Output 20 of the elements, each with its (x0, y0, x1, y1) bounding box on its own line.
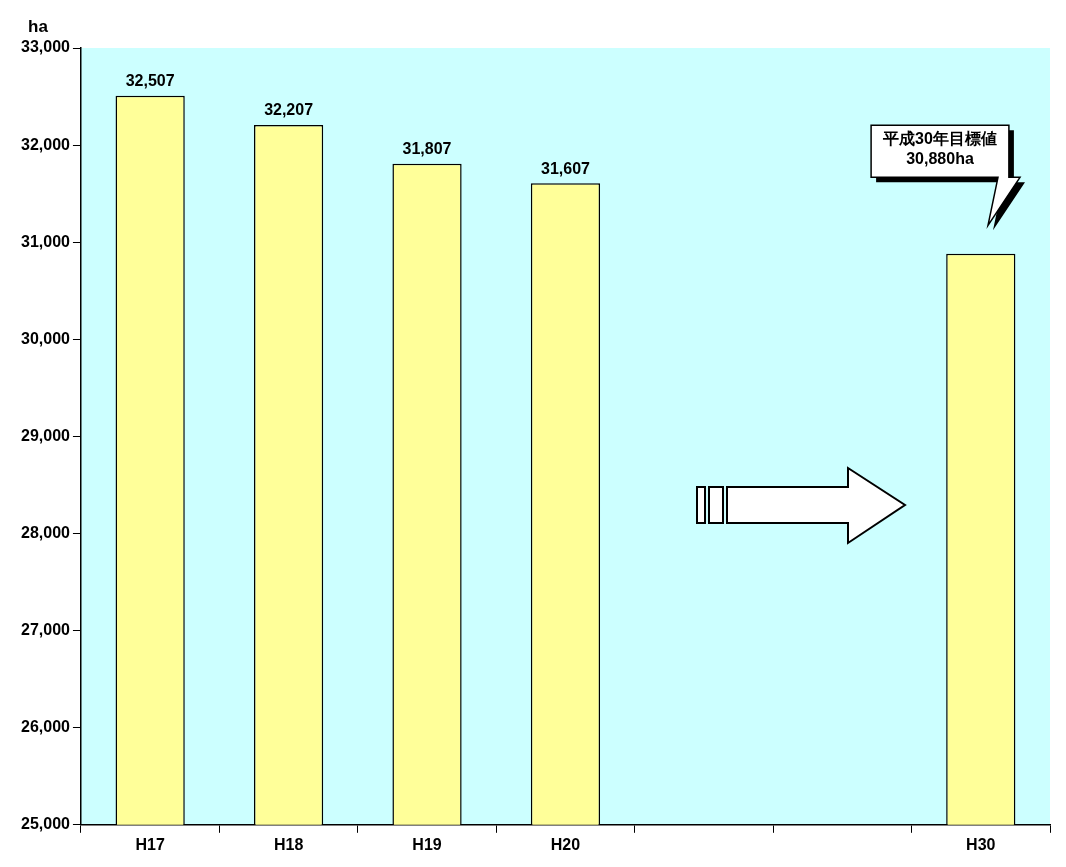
x-tick-label: H30 (966, 835, 996, 853)
data-label: 32,207 (264, 101, 314, 119)
x-tick-label: H20 (550, 835, 581, 853)
x-tick-label: H17 (135, 835, 165, 853)
y-tick-label: 25,000 (21, 815, 71, 833)
y-tick-label: 30,000 (21, 329, 71, 347)
x-tick-label: H19 (412, 835, 442, 853)
x-tick-label: H18 (273, 835, 304, 853)
y-tick-label: 28,000 (21, 523, 71, 541)
y-tick-label: 26,000 (21, 718, 71, 736)
y-tick-label: 29,000 (21, 426, 71, 444)
y-axis-title: ha (28, 17, 49, 37)
y-tick-label: 27,000 (21, 621, 71, 639)
data-label: 31,607 (541, 159, 591, 177)
annotation: 平成30年目標値 30,880ha (882, 129, 997, 167)
y-tick-label: 31,000 (21, 232, 71, 250)
y-tick-label: 32,000 (21, 135, 71, 153)
data-label: 32,507 (125, 72, 175, 90)
y-tick-label: 33,000 (21, 38, 71, 56)
data-label: 31,807 (402, 140, 452, 158)
